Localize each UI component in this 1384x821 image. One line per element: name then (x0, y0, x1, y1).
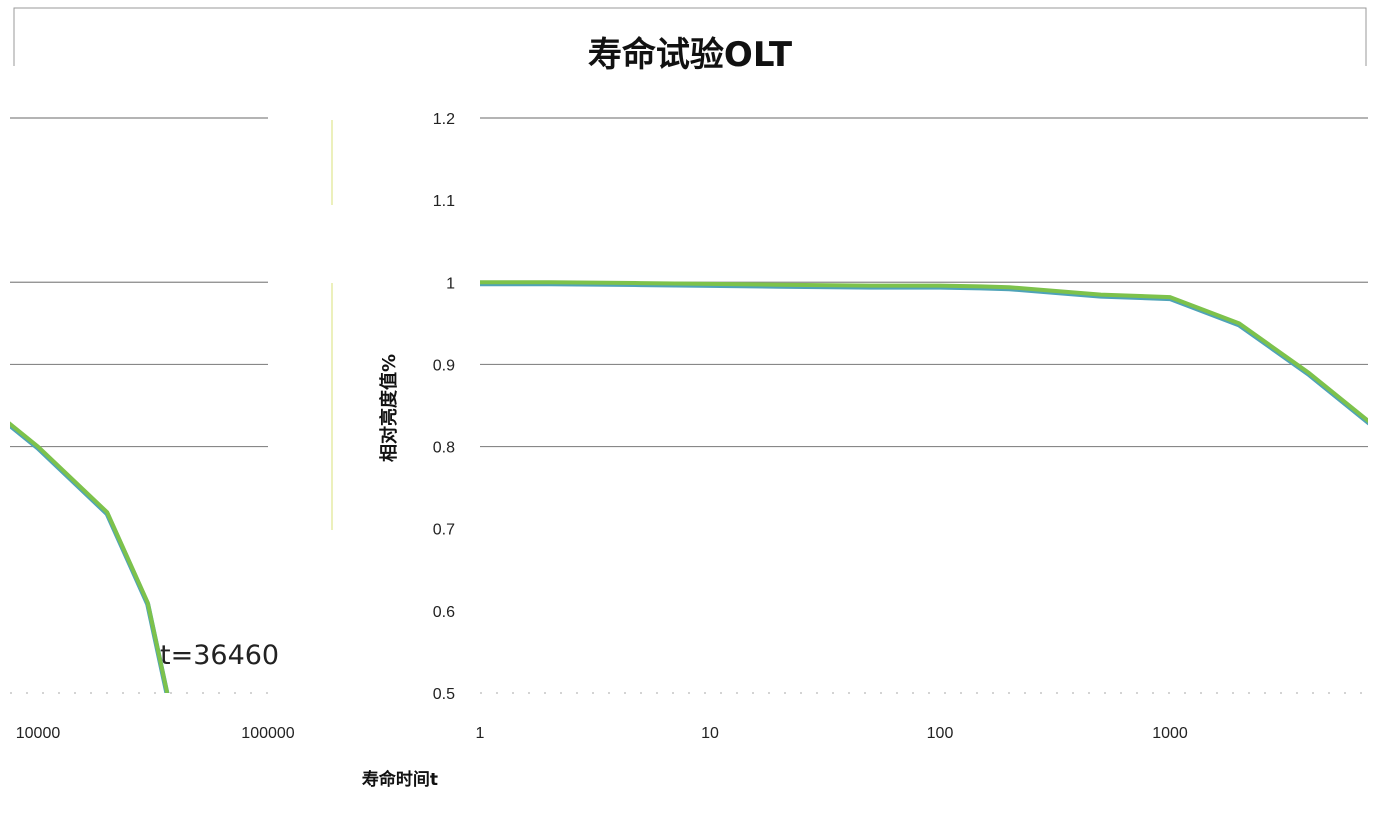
inset-series (10, 421, 170, 693)
x-tick-label: 10 (701, 725, 719, 742)
x-tick-label: 1000 (1152, 725, 1188, 742)
x-axis-label: 寿命时间t (362, 769, 438, 790)
inset-x-tick-label: 100000 (241, 725, 294, 742)
series-line-shadow (480, 281, 1368, 426)
x-tick-label: 100 (927, 725, 954, 742)
main-series (480, 280, 1368, 426)
y-tick-label: 1.2 (433, 111, 455, 128)
y-tick-label: 1.1 (433, 193, 455, 210)
y-tick-label: 0.5 (433, 686, 455, 703)
chart-frame (13, 7, 1367, 66)
inset-plot: t=36460 10000 100000 (10, 117, 295, 742)
chart-title: 寿命试验OLT (588, 35, 793, 75)
x-axis-ticks: 1 10 100 1000 (476, 725, 1188, 742)
y-tick-label: 0.7 (433, 522, 455, 539)
x-tick-label: 1 (476, 725, 485, 742)
annotation-label: t=36460 (160, 640, 279, 671)
y-tick-label: 0.6 (433, 604, 455, 621)
y-axis-label: 相对亮度值% (378, 354, 400, 462)
y-tick-label: 1 (446, 275, 455, 292)
inset-gridlines (10, 117, 268, 694)
series-line (480, 280, 1368, 424)
inset-series-line (10, 421, 170, 693)
main-gridlines (480, 117, 1368, 694)
y-tick-label: 0.8 (433, 440, 455, 457)
y-tick-label: 0.9 (433, 357, 455, 374)
inset-x-tick-label: 10000 (16, 725, 61, 742)
inset-series-line-shadow (10, 422, 170, 693)
y-axis-ticks: 0.5 0.6 0.7 0.8 0.9 1 1.1 1.2 (433, 111, 455, 703)
